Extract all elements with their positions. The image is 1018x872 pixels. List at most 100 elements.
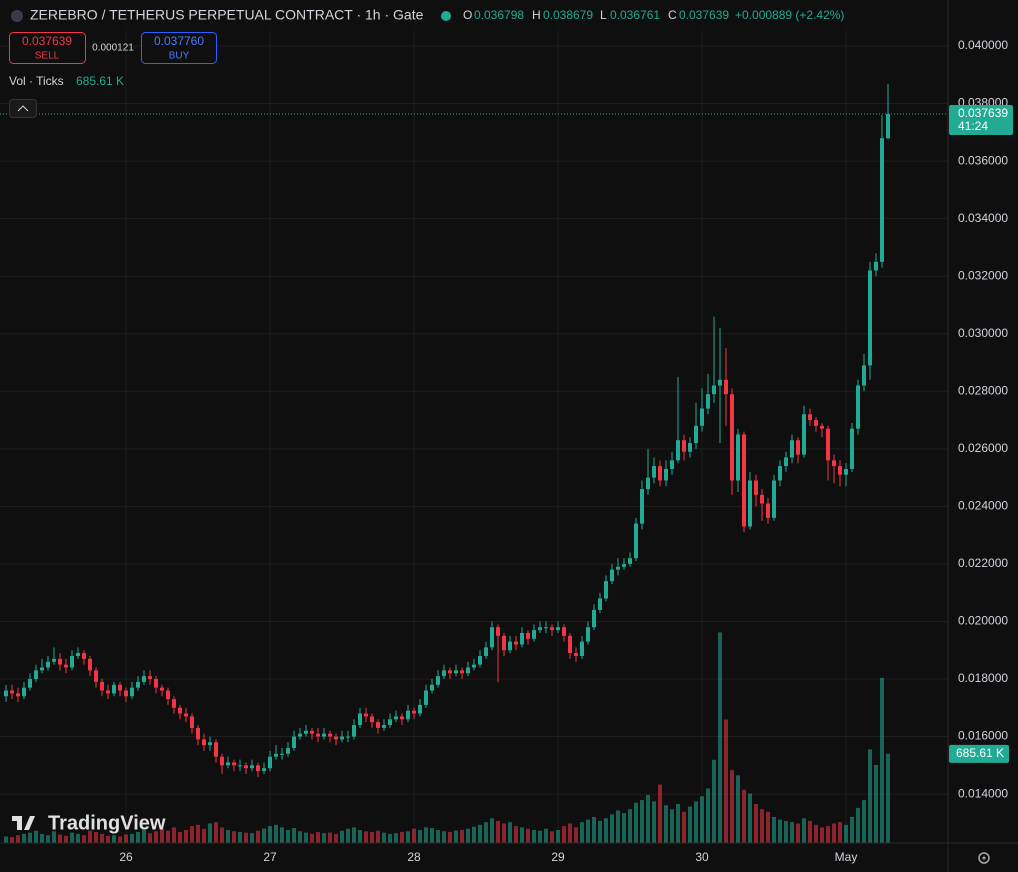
- candle-body: [280, 753, 284, 755]
- settings-icon-dot: [982, 856, 986, 860]
- candle-body: [784, 457, 788, 467]
- candle-body: [688, 443, 692, 452]
- candle-body: [448, 670, 452, 674]
- ohlc-c-label: C: [668, 8, 677, 22]
- volume-bar: [472, 826, 476, 843]
- volume-bar: [568, 823, 572, 843]
- volume-bar: [184, 830, 188, 843]
- candle-body: [724, 379, 728, 395]
- candle-body: [814, 420, 818, 426]
- volume-bar: [118, 836, 122, 843]
- volume-bar: [340, 830, 344, 843]
- candle-body: [790, 440, 794, 458]
- volume-bar: [214, 822, 218, 843]
- candle-body: [70, 655, 74, 668]
- candle-body: [250, 765, 254, 769]
- volume-bar: [346, 828, 350, 843]
- volume-bar: [76, 833, 80, 843]
- candle-body: [826, 428, 830, 461]
- volume-bar: [652, 801, 656, 843]
- candle-body: [520, 632, 524, 645]
- candle-body: [454, 670, 458, 674]
- y-tick-label: 0.024000: [958, 499, 1008, 513]
- candle-body: [526, 632, 530, 639]
- volume-bar: [832, 823, 836, 843]
- volume-bar: [142, 830, 146, 843]
- y-tick-label: 0.028000: [958, 383, 1008, 397]
- candle-body: [862, 365, 866, 386]
- volume-bar: [856, 807, 860, 843]
- candle-body: [850, 428, 854, 469]
- candle-body: [778, 466, 782, 481]
- volume-bar: [724, 719, 728, 843]
- ohlc-o-label: O: [463, 8, 472, 22]
- buy-button[interactable]: [141, 32, 217, 64]
- volume-bar: [250, 833, 254, 843]
- volume-bar: [658, 784, 662, 843]
- volume-bar: [352, 827, 356, 843]
- y-tick-label: 0.034000: [958, 211, 1008, 225]
- sell-button[interactable]: [9, 32, 86, 64]
- candle-body: [460, 670, 464, 674]
- candle-body: [598, 598, 602, 610]
- volume-bar: [424, 827, 428, 843]
- candle-body: [202, 739, 206, 746]
- candle-body: [382, 725, 386, 728]
- volume-bar: [226, 830, 230, 843]
- y-tick-label: 0.014000: [958, 786, 1008, 800]
- volume-bar: [502, 823, 506, 843]
- candle-body: [478, 655, 482, 665]
- candle-body: [616, 566, 620, 570]
- candle-body: [76, 653, 80, 656]
- collapse-button[interactable]: [9, 99, 37, 118]
- x-tick-label: May: [835, 850, 858, 864]
- volume-bar: [88, 830, 92, 843]
- candle-body: [334, 736, 338, 740]
- volume-bar: [58, 834, 62, 843]
- candle-body: [172, 699, 176, 708]
- candle-body: [718, 379, 722, 386]
- candle-body: [622, 563, 626, 567]
- candle-body: [106, 690, 110, 694]
- volume-bar: [130, 833, 134, 843]
- volume-bar: [400, 831, 404, 843]
- volume-bar: [310, 833, 314, 843]
- sell-label: SELL: [35, 51, 60, 62]
- settings-icon[interactable]: [978, 852, 990, 864]
- candle-body: [760, 494, 764, 504]
- candle-body: [16, 693, 20, 697]
- candle-body: [88, 658, 92, 671]
- volume-bar: [550, 831, 554, 843]
- volume-bar: [388, 833, 392, 843]
- candle-body: [700, 408, 704, 426]
- candle-body: [640, 489, 644, 524]
- buy-label: BUY: [169, 51, 190, 62]
- candle-body: [328, 733, 332, 737]
- volume-bar: [640, 800, 644, 843]
- candle-body: [4, 690, 8, 697]
- volume-bar: [718, 632, 722, 843]
- volume-bar: [676, 804, 680, 843]
- y-tick-label: 0.036000: [958, 153, 1008, 167]
- candle-body: [844, 468, 848, 475]
- candle-body: [40, 667, 44, 671]
- volume-bar: [844, 824, 848, 843]
- volume-bar: [538, 830, 542, 843]
- volume-bar: [112, 835, 116, 843]
- volume-bar: [574, 827, 578, 843]
- symbol-title[interactable]: ZEREBRO / TETHERUS PERPETUAL CONTRACT · …: [30, 7, 424, 23]
- candle-body: [676, 440, 680, 461]
- volume-bar: [100, 833, 104, 843]
- candle-body: [22, 687, 26, 697]
- candle-body: [550, 627, 554, 631]
- candle-body: [346, 736, 350, 738]
- volume-bar: [382, 832, 386, 843]
- candle-body: [544, 627, 548, 629]
- volume-tag: [949, 744, 1009, 763]
- volume-bar: [688, 806, 692, 843]
- candle-body: [748, 480, 752, 527]
- indicator-name[interactable]: Vol · Ticks: [9, 74, 64, 88]
- candle-body: [208, 742, 212, 746]
- candle-body: [388, 719, 392, 726]
- volume-bar: [232, 831, 236, 843]
